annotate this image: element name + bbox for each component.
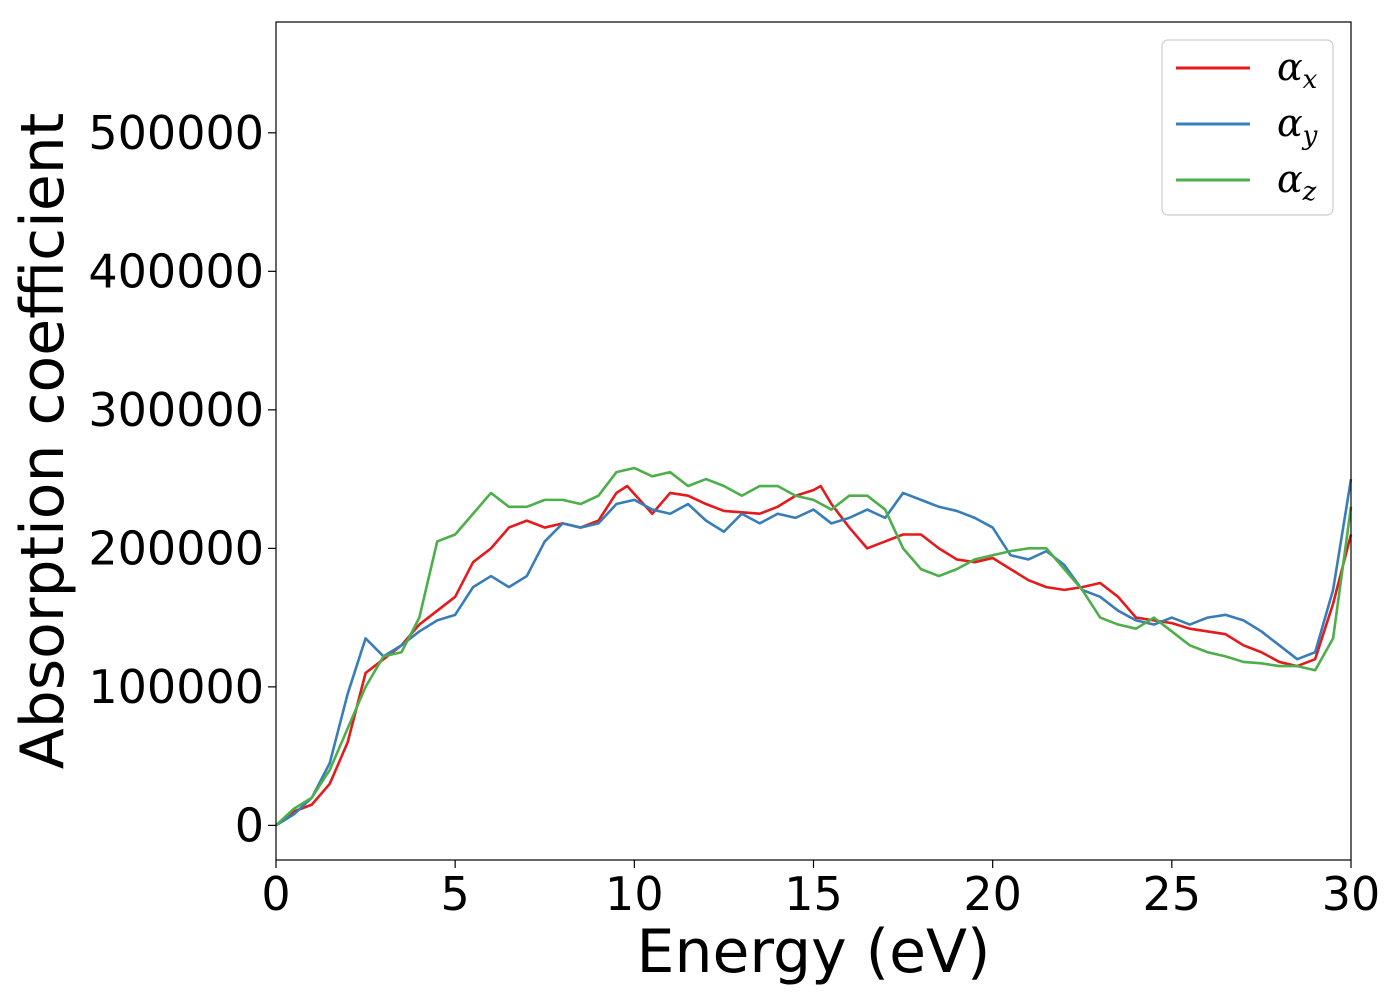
legend-entry-z: αz <box>1277 157 1317 207</box>
x-tick-label: 25 <box>1143 867 1202 921</box>
legend: αx αy αz <box>1161 39 1334 216</box>
y-axis-label: Absorption coefficient <box>8 113 78 770</box>
y-tick-label: 500000 <box>88 106 264 160</box>
x-tick-label: 30 <box>1322 867 1381 921</box>
series-line-x <box>275 484 1353 827</box>
plot-area <box>275 466 1353 827</box>
y-tick-label: 400000 <box>88 244 264 298</box>
y-tick-label: 100000 <box>88 660 264 714</box>
x-tick-label: 0 <box>261 867 290 921</box>
y-tick-label: 300000 <box>88 383 264 437</box>
y-axis: 0 100000 200000 300000 400000 500000 <box>88 106 276 852</box>
x-axis-label: Energy (eV) <box>637 917 991 987</box>
legend-entry-x: αx <box>1277 45 1318 95</box>
x-axis: 0 5 10 15 20 25 30 <box>261 860 1380 921</box>
x-tick-label: 15 <box>784 867 843 921</box>
y-tick-label: 0 <box>235 798 264 852</box>
legend-entry-y: αy <box>1277 101 1318 151</box>
y-tick-label: 200000 <box>88 521 264 575</box>
series-line-y <box>275 478 1353 827</box>
legend-box <box>1161 39 1334 216</box>
series-line-z <box>275 466 1353 827</box>
x-tick-label: 10 <box>605 867 664 921</box>
x-tick-label: 20 <box>963 867 1022 921</box>
x-tick-label: 5 <box>441 867 470 921</box>
